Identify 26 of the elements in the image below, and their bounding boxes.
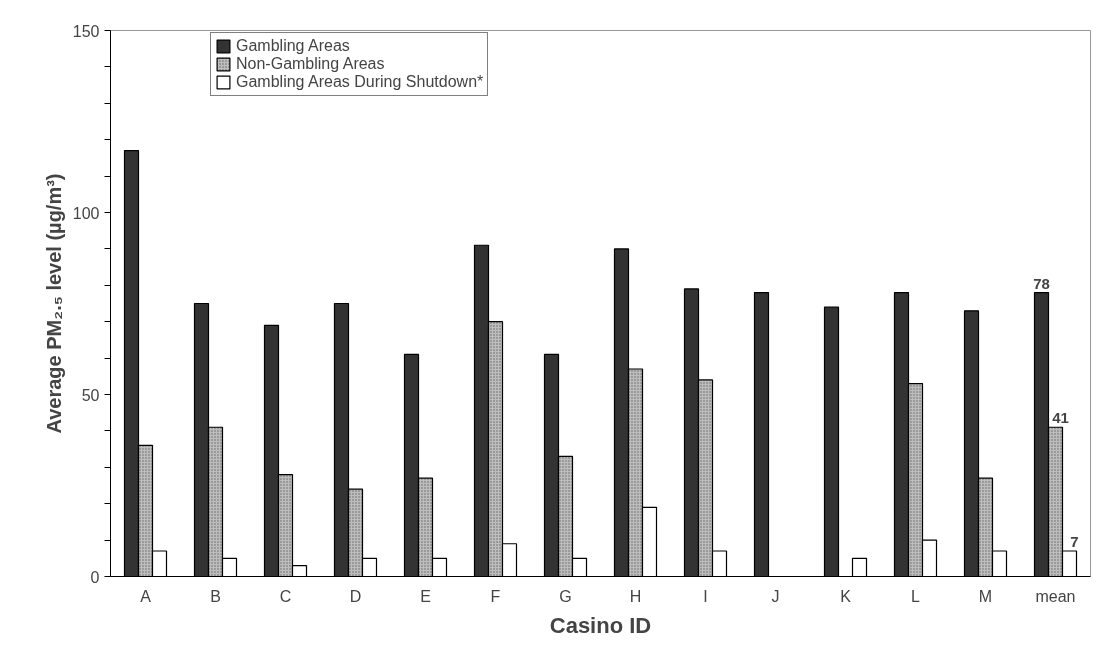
data-label: 41 (1052, 409, 1069, 427)
x-tick-label: J (771, 587, 780, 605)
y-axis-title: Average PM₂.₅ level (µg/m³) (42, 173, 65, 434)
x-tick-label: D (349, 587, 362, 605)
x-tick-label: H (629, 587, 642, 605)
x-tick-label: A (140, 587, 152, 605)
x-tick-label: C (279, 587, 292, 605)
data-label: 7 (1070, 533, 1079, 551)
y-tick-label: 0 (90, 568, 100, 586)
data-label: 78 (1033, 274, 1050, 292)
y-tick-label: 50 (81, 386, 100, 404)
y-tick-label: 150 (72, 22, 100, 40)
x-tick-label: M (978, 587, 993, 605)
legend-label: Gambling Areas During Shutdown* (236, 73, 484, 91)
x-tick-label: B (210, 587, 221, 605)
x-tick-label: E (420, 587, 431, 605)
x-tick-label: F (490, 587, 501, 605)
y-tick-label: 100 (72, 204, 100, 222)
x-axis-title: Casino ID (549, 612, 652, 638)
x-tick-label: I (703, 587, 708, 605)
x-tick-label: G (559, 587, 572, 605)
legend-label: Non-Gambling Areas (236, 55, 385, 73)
x-tick-label: K (840, 587, 852, 605)
legend-label: Gambling Areas (236, 37, 350, 55)
x-tick-label: mean (1035, 587, 1076, 605)
x-tick-label: L (911, 587, 921, 605)
